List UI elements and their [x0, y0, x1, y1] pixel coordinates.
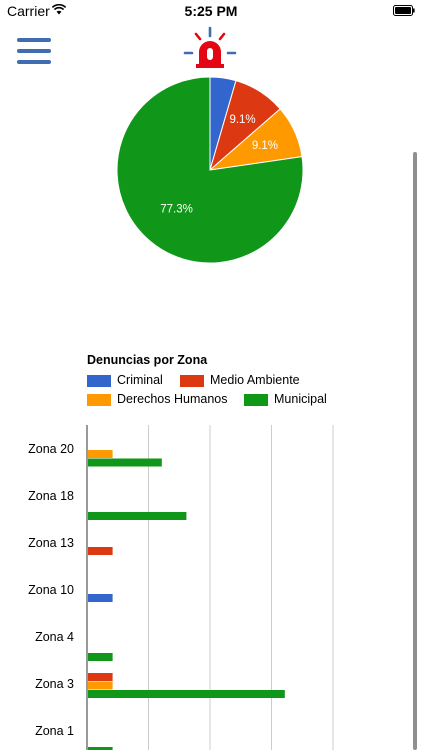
zone-label: Zona 13 [28, 536, 74, 550]
scrollbar[interactable] [413, 152, 417, 750]
bar-chart-title: Denuncias por Zona [87, 353, 208, 367]
bar-zona-3-derechos-humanos[interactable] [88, 681, 113, 690]
bar-zona-3-municipal[interactable] [88, 690, 285, 698]
pie-slice-label: 77.3% [160, 204, 193, 216]
bar-zona-10-criminal[interactable] [88, 594, 113, 602]
bar-zona-20-municipal[interactable] [88, 458, 162, 467]
bar-zona-13-medio-ambiente[interactable] [88, 547, 113, 555]
pie-slice-label: 9.1% [229, 114, 255, 126]
zone-label: Zona 20 [28, 442, 74, 456]
pie-chart: 9.1% 9.1% 77.3% [116, 76, 304, 264]
alarm-siren-icon [183, 26, 237, 68]
zone-label: Zona 18 [28, 489, 74, 503]
battery-icon [393, 5, 415, 16]
legend-swatch-criminal [87, 375, 111, 387]
bar-zona-1-municipal[interactable] [88, 747, 113, 750]
status-bar: Carrier 5:25 PM [0, 0, 422, 22]
legend-swatch-municipal [244, 394, 268, 406]
legend-swatch-medio-ambiente [180, 375, 204, 387]
wifi-icon [52, 4, 66, 15]
carrier-label: Carrier [7, 3, 50, 19]
bar-zona-20-derechos-humanos[interactable] [88, 450, 113, 458]
legend-label-derechos-humanos: Derechos Humanos [117, 392, 228, 406]
zone-label: Zona 1 [35, 724, 74, 738]
menu-button[interactable] [17, 38, 51, 64]
legend-label-medio-ambiente: Medio Ambiente [210, 373, 300, 387]
legend-label-municipal: Municipal [274, 392, 327, 406]
zone-label: Zona 4 [35, 630, 74, 644]
bar-zona-4-municipal[interactable] [88, 653, 113, 661]
bar-zona-3-medio-ambiente[interactable] [88, 673, 113, 681]
bar-zona-18-municipal[interactable] [88, 512, 187, 520]
zone-label: Zona 10 [28, 583, 74, 597]
legend-label-criminal: Criminal [117, 373, 163, 387]
legend-swatch-derechos-humanos [87, 394, 111, 406]
zone-label: Zona 3 [35, 677, 74, 691]
pie-slice-label: 9.1% [252, 140, 278, 152]
pie-slice-municipal[interactable] [116, 76, 304, 264]
clock: 5:25 PM [184, 3, 238, 19]
